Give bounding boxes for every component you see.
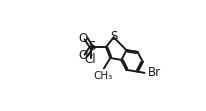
Text: O: O [78,49,88,62]
Text: S: S [88,40,95,53]
Text: S: S [110,30,118,43]
Text: Cl: Cl [85,53,96,66]
Text: O: O [78,32,88,45]
Text: Br: Br [147,66,161,79]
Text: CH₃: CH₃ [94,71,113,81]
